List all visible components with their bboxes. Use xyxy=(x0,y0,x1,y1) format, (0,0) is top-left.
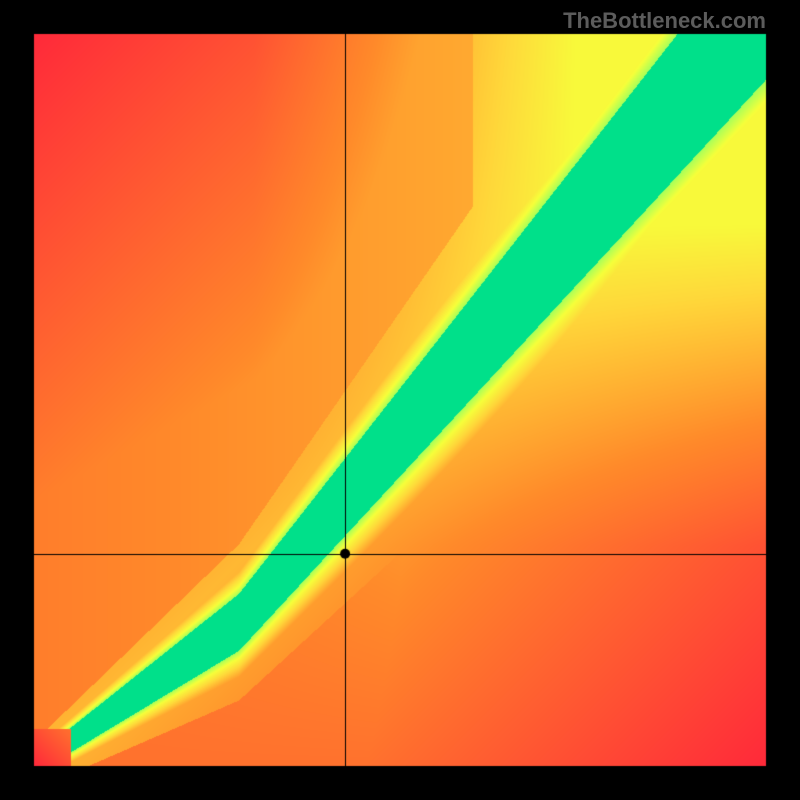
bottleneck-heatmap xyxy=(0,0,800,800)
watermark-text: TheBottleneck.com xyxy=(563,8,766,34)
chart-container: TheBottleneck.com xyxy=(0,0,800,800)
